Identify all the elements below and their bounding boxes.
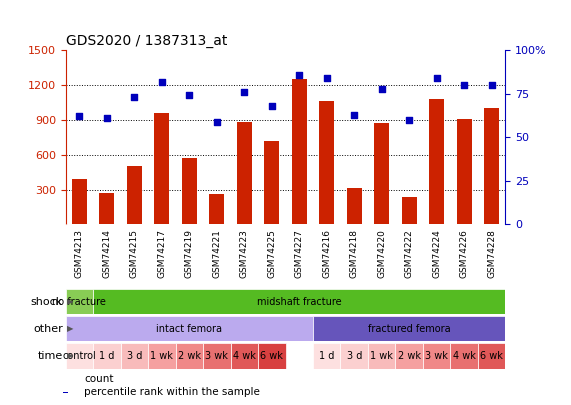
Text: GSM74223: GSM74223 — [240, 229, 249, 278]
Bar — [63, 392, 67, 393]
Point — [267, 103, 276, 109]
Text: time: time — [38, 351, 63, 361]
Point — [405, 117, 414, 123]
Point — [322, 75, 331, 81]
Text: percentile rank within the sample: percentile rank within the sample — [85, 388, 260, 397]
Text: 6 wk: 6 wk — [480, 351, 503, 361]
Bar — [313, 343, 340, 369]
Bar — [429, 99, 444, 224]
Text: GDS2020 / 1387313_at: GDS2020 / 1387313_at — [66, 34, 227, 48]
Bar — [484, 108, 499, 224]
Text: midshaft fracture: midshaft fracture — [257, 297, 341, 307]
Bar — [93, 343, 120, 369]
Text: count: count — [85, 374, 114, 384]
Point — [295, 71, 304, 78]
Text: GSM74226: GSM74226 — [460, 229, 469, 278]
Bar — [457, 119, 472, 224]
Text: ▶: ▶ — [67, 324, 73, 333]
Text: GSM74227: GSM74227 — [295, 229, 304, 278]
Bar — [66, 343, 93, 369]
Bar — [395, 343, 423, 369]
Bar — [231, 343, 258, 369]
Text: ▶: ▶ — [67, 297, 73, 306]
Text: 1 d: 1 d — [99, 351, 115, 361]
Text: 3 d: 3 d — [347, 351, 362, 361]
Bar — [72, 179, 87, 224]
Point — [185, 92, 194, 99]
Bar — [401, 196, 417, 224]
Text: 3 wk: 3 wk — [425, 351, 448, 361]
Point — [432, 75, 441, 81]
Text: GSM74213: GSM74213 — [75, 229, 84, 278]
Point — [212, 118, 222, 125]
Point — [75, 113, 84, 119]
Text: no fracture: no fracture — [53, 297, 106, 307]
Bar — [258, 343, 286, 369]
Text: GSM74224: GSM74224 — [432, 229, 441, 278]
Point — [102, 115, 111, 122]
Text: 1 d: 1 d — [319, 351, 335, 361]
Text: 1 wk: 1 wk — [370, 351, 393, 361]
Text: 2 wk: 2 wk — [178, 351, 201, 361]
Text: GSM74221: GSM74221 — [212, 229, 222, 278]
Point — [349, 111, 359, 118]
Bar — [374, 124, 389, 224]
Text: 4 wk: 4 wk — [233, 351, 256, 361]
Point — [487, 82, 496, 88]
Point — [377, 85, 386, 92]
Text: 4 wk: 4 wk — [453, 351, 476, 361]
Text: GSM74214: GSM74214 — [102, 229, 111, 278]
Bar — [66, 316, 313, 341]
Text: intact femora: intact femora — [156, 324, 222, 334]
Point — [460, 82, 469, 88]
Bar — [148, 343, 176, 369]
Text: GSM74218: GSM74218 — [349, 229, 359, 278]
Bar — [203, 343, 231, 369]
Text: fractured femora: fractured femora — [368, 324, 451, 334]
Text: shock: shock — [31, 297, 63, 307]
Bar — [154, 113, 170, 224]
Bar — [99, 193, 114, 224]
Bar — [313, 316, 505, 341]
Text: GSM74216: GSM74216 — [322, 229, 331, 278]
Text: GSM74220: GSM74220 — [377, 229, 386, 278]
Bar — [66, 289, 93, 314]
Bar — [319, 101, 334, 224]
Text: GSM74222: GSM74222 — [405, 229, 413, 278]
Point — [157, 78, 166, 85]
Bar — [176, 343, 203, 369]
Bar — [423, 343, 451, 369]
Bar — [264, 141, 279, 224]
Text: GSM74215: GSM74215 — [130, 229, 139, 278]
Bar — [368, 343, 395, 369]
Bar — [340, 343, 368, 369]
Bar — [127, 166, 142, 224]
Bar — [478, 343, 505, 369]
Text: GSM74219: GSM74219 — [185, 229, 194, 278]
Text: 3 wk: 3 wk — [206, 351, 228, 361]
Bar — [347, 188, 362, 224]
Point — [240, 89, 249, 95]
Text: GSM74228: GSM74228 — [487, 229, 496, 278]
Text: GSM74225: GSM74225 — [267, 229, 276, 278]
Text: other: other — [33, 324, 63, 334]
Text: 1 wk: 1 wk — [150, 351, 173, 361]
Bar — [292, 79, 307, 224]
Text: 2 wk: 2 wk — [397, 351, 421, 361]
Text: control: control — [63, 351, 96, 361]
Text: ▶: ▶ — [67, 352, 73, 360]
Text: GSM74217: GSM74217 — [158, 229, 166, 278]
Bar — [120, 343, 148, 369]
Text: 6 wk: 6 wk — [260, 351, 283, 361]
Bar — [209, 194, 224, 224]
Point — [130, 94, 139, 100]
Bar — [237, 122, 252, 224]
Bar — [451, 343, 478, 369]
Bar — [182, 158, 197, 224]
Text: 3 d: 3 d — [127, 351, 142, 361]
